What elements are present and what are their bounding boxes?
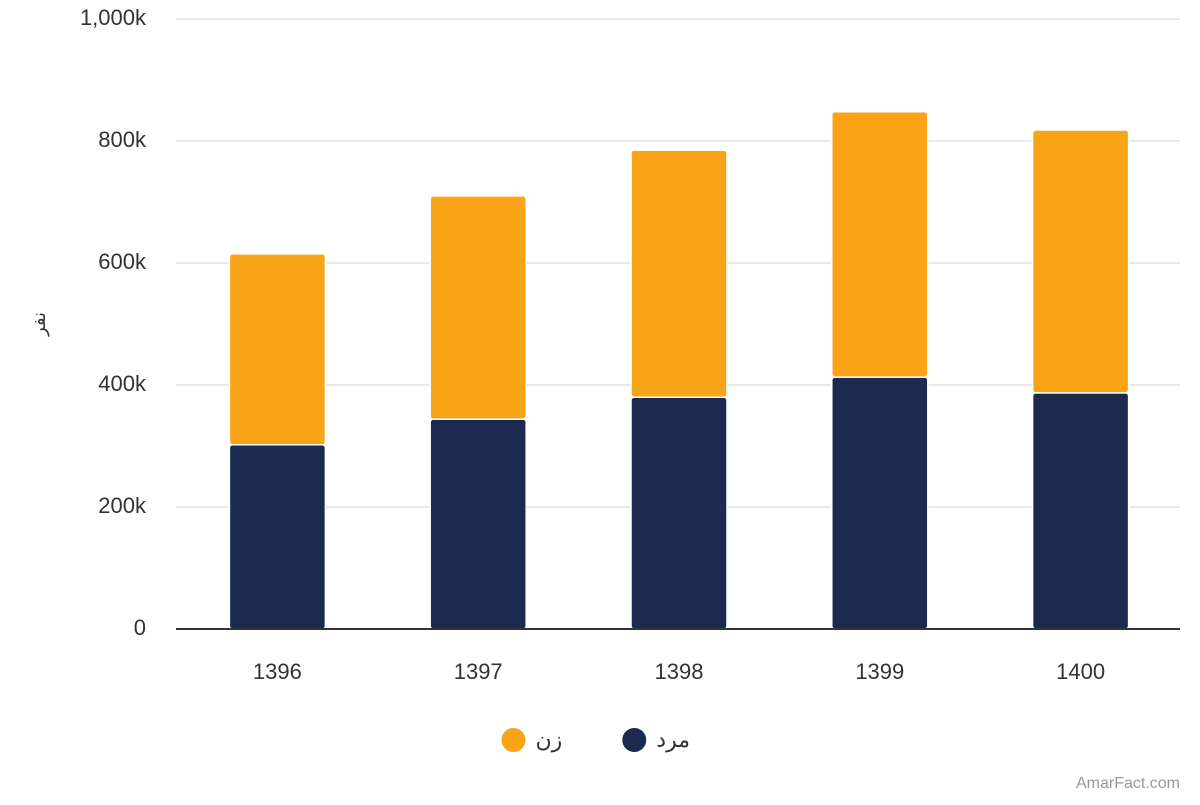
bar-segment — [228, 444, 327, 630]
bar-segment — [831, 110, 929, 378]
legend-swatch[interactable] — [501, 728, 526, 752]
x-tick-label: 1398 — [655, 659, 704, 684]
x-tick-label: 1400 — [1056, 659, 1105, 684]
legend-swatch[interactable] — [622, 728, 647, 752]
x-tick-label: 1396 — [253, 659, 302, 684]
bar-segment — [1031, 392, 1130, 630]
legend-label[interactable]: زن — [535, 727, 562, 752]
y-tick-label: 600k — [98, 249, 147, 274]
y-tick-label: 200k — [98, 493, 147, 518]
bar-segment — [1031, 129, 1130, 394]
y-tick-label: 1,000k — [80, 5, 147, 30]
x-tick-label: 1399 — [855, 659, 904, 684]
legend-label[interactable]: مرد — [656, 727, 690, 752]
y-axis-title: نفر — [29, 312, 50, 337]
bar-segment — [630, 396, 728, 630]
bar-segment — [831, 376, 929, 630]
y-tick-label: 400k — [98, 371, 147, 396]
bar-segment — [630, 149, 728, 398]
bar-segment — [429, 418, 527, 630]
y-tick-label: 0 — [134, 615, 146, 640]
bar-segment — [429, 195, 527, 420]
y-tick-label: 800k — [98, 127, 147, 152]
x-tick-label: 1397 — [454, 659, 503, 684]
credit: AmarFact.com — [1076, 775, 1180, 792]
bar-segment — [228, 253, 327, 446]
